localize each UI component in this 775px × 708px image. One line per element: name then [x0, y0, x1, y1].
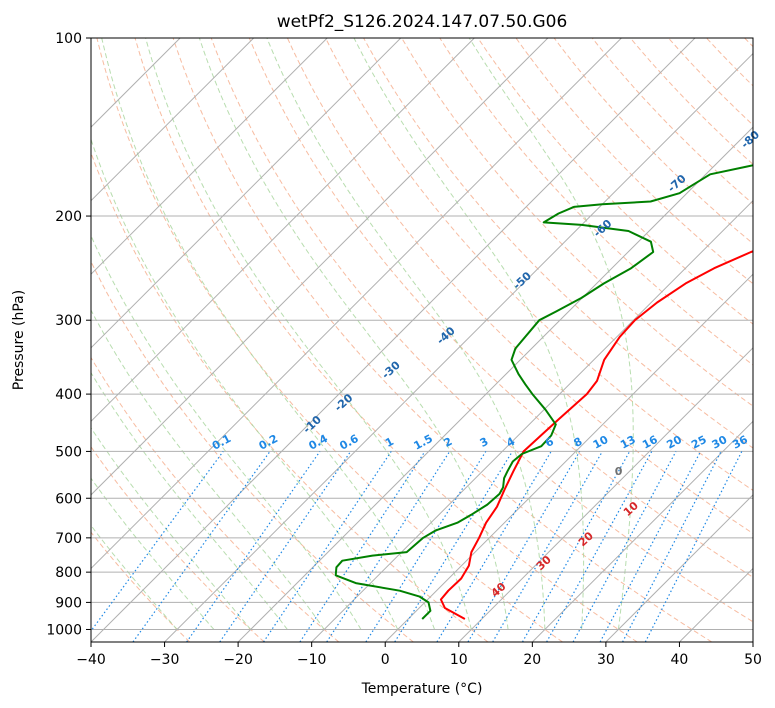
- profile-lines: [334, 164, 753, 620]
- plot-frame: [90, 37, 754, 643]
- y-tick-label: 300: [55, 313, 82, 329]
- isotherm-line: [458, 347, 753, 642]
- mixing-ratio-line: [219, 451, 352, 642]
- mixing-ratio-line: [132, 451, 271, 642]
- mixing-ratio-line: [436, 451, 552, 642]
- x-tick-label: 10: [450, 652, 468, 668]
- x-axis: −40 −30 −20 −10 0 10 20 30 40 50: [76, 642, 762, 668]
- moist-adiabat-line: [198, 38, 509, 630]
- y-tick-label: 900: [55, 595, 82, 611]
- y-tick-label: 1000: [46, 623, 82, 639]
- chart-title: wetPf2_S126.2024.147.07.50.G06: [277, 12, 568, 32]
- x-tick-label: −30: [150, 652, 180, 668]
- y-tick-label: 200: [55, 209, 82, 225]
- dry-adiabat-line: [91, 531, 191, 642]
- y-tick-label: 400: [55, 387, 82, 403]
- mixing-ratio-line: [546, 451, 653, 642]
- mixing-ratio-line: [467, 451, 581, 642]
- dry-adiabat-line: [172, 38, 713, 642]
- y-tick-label: 500: [55, 444, 82, 460]
- isotherm-line: [311, 199, 753, 642]
- dry-adiabat-line: [591, 38, 753, 205]
- temperature-profile-line: [439, 250, 753, 620]
- background-lines: [91, 38, 753, 642]
- moist-adiabat-line: [91, 137, 399, 630]
- dry-adiabat-line: [325, 38, 753, 491]
- isotherm-line: [91, 38, 549, 496]
- mixing-ratio-line: [91, 451, 224, 632]
- y-axis: 100 200 300 400 500 600 700 800 900 1000: [46, 31, 91, 639]
- dry-adiabat-line: [439, 38, 753, 366]
- moist-adiabat-line: [353, 38, 585, 630]
- dry-adiabat-line: [477, 38, 753, 325]
- dry-adiabat-line: [91, 356, 340, 642]
- mixing-ratio-label: 10: [591, 433, 611, 452]
- mixing-ratio-line: [572, 451, 677, 642]
- mixing-ratio-line: [186, 451, 321, 642]
- isotherm-line: [164, 52, 753, 642]
- x-tick-label: −20: [223, 652, 253, 668]
- isotherm-line: [91, 38, 255, 202]
- y-tick-label: 600: [55, 491, 82, 507]
- mixing-ratio-line: [365, 451, 487, 642]
- mixing-ratio-label: 16: [640, 433, 660, 452]
- x-tick-label: 50: [744, 652, 762, 668]
- moist-adiabat-line: [91, 234, 362, 630]
- isotherm-line: [91, 38, 328, 275]
- gray-adiabat-label: 0: [615, 465, 623, 478]
- dry-adiabat-line: [248, 38, 753, 578]
- dry-adiabat-line: [91, 151, 489, 642]
- mixing-ratio-label: 13: [618, 433, 638, 452]
- dry-adiabat-line: [210, 38, 753, 623]
- isotherm-line: [237, 126, 753, 642]
- mixing-ratio-line: [492, 451, 603, 642]
- y-tick-label: 800: [55, 565, 82, 581]
- isotherm-line: [91, 38, 402, 349]
- moist-adiabat-line: [468, 38, 634, 630]
- dry-adiabat-line: [515, 38, 753, 285]
- mixing-ratio-line: [394, 451, 513, 642]
- x-axis-title: Temperature (°C): [361, 681, 483, 697]
- dry-adiabat-line: [91, 260, 414, 642]
- isotherm-line: [605, 494, 753, 642]
- dewpoint-profile-line: [334, 164, 753, 620]
- y-tick-label: 100: [55, 31, 82, 47]
- x-tick-label: 30: [597, 652, 615, 668]
- isotherm-line: [91, 38, 475, 423]
- mixing-ratio-label: 25: [689, 433, 709, 452]
- x-tick-label: 0: [381, 652, 390, 668]
- isotherm-line: [384, 273, 753, 642]
- mixing-ratio-label: 20: [664, 433, 684, 452]
- dry-adiabat-line: [401, 38, 753, 407]
- x-tick-label: 20: [523, 652, 541, 668]
- moist-adiabat-line: [91, 309, 325, 630]
- x-tick-label: −40: [76, 652, 106, 668]
- isotherm-line: [91, 38, 622, 570]
- y-axis-title: Pressure (hPa): [11, 290, 27, 390]
- dry-adiabat-line: [286, 38, 753, 535]
- y-tick-label: 700: [55, 531, 82, 547]
- moist-adiabat-line: [101, 38, 435, 630]
- mixing-ratio-line: [326, 451, 451, 642]
- dry-adiabat-line: [96, 38, 563, 642]
- mixing-ratio-label: 36: [730, 433, 750, 452]
- x-tick-label: 40: [670, 652, 688, 668]
- x-tick-label: −10: [297, 652, 327, 668]
- isotherm-line: [91, 38, 696, 642]
- mixing-ratio-line: [521, 451, 631, 642]
- dry-adiabat-line: [134, 38, 638, 642]
- isotherm-line: [531, 420, 753, 642]
- moist-adiabat-line: [266, 38, 546, 630]
- mixing-ratio-label: 30: [710, 433, 730, 452]
